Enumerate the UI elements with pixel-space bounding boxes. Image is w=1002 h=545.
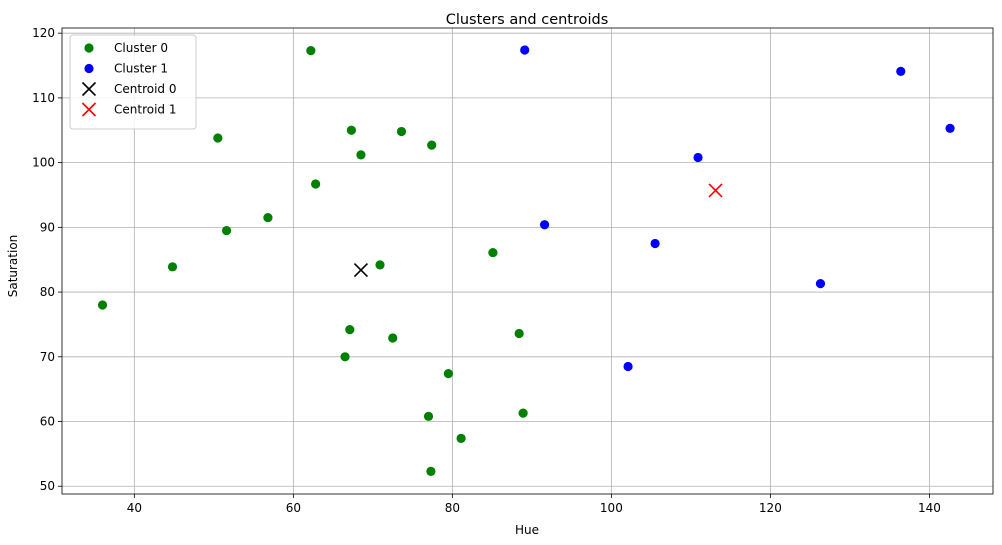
cluster-0-point (427, 140, 437, 150)
x-tick-label: 40 (127, 501, 142, 515)
y-tick-label: 50 (40, 479, 55, 493)
legend-marker-cluster-0 (84, 43, 94, 53)
y-tick-label: 60 (40, 415, 55, 429)
centroid-1-marker (708, 183, 723, 198)
y-tick-label: 70 (40, 350, 55, 364)
centroid-0-marker (353, 262, 369, 278)
cluster-0-point (375, 260, 385, 270)
cluster-0-point (423, 411, 434, 421)
grid (62, 28, 993, 494)
x-tick-label: 60 (286, 501, 301, 515)
cluster-0-point (388, 333, 398, 343)
axis-ticks: 40 60 80 100 120 140 50 60 70 80 90 100 110 120 (32, 26, 941, 515)
legend-label-centroid-1: Centroid 1 (114, 103, 176, 117)
cluster-0-point (518, 408, 528, 418)
legend-marker-cluster-1 (84, 63, 94, 74)
cluster-0-point (167, 262, 178, 272)
x-tick-label: 80 (445, 501, 460, 515)
cluster-0-point (514, 328, 524, 339)
x-tick-label: 140 (918, 501, 941, 515)
x-tick-label: 120 (759, 501, 782, 515)
legend: Cluster 0 Cluster 1 Centroid 0 Centroid 1 (69, 34, 197, 130)
cluster-0-point (426, 466, 436, 476)
cluster-0-point (396, 126, 407, 137)
legend-marker-centroid-1 (81, 102, 97, 117)
plot-area-frame (61, 27, 994, 495)
cluster-0-point (213, 133, 223, 143)
cluster-1-point (815, 279, 826, 289)
cluster-1-point (945, 123, 955, 133)
chart-title: Clusters and centroids (446, 12, 609, 28)
cluster-1-point (650, 238, 660, 249)
y-tick-label: 80 (40, 285, 55, 299)
x-tick-label: 100 (600, 501, 623, 515)
cluster-1-point (520, 45, 530, 55)
legend-box (69, 34, 197, 130)
cluster-0-point (311, 179, 321, 189)
x-axis-label: Hue (515, 523, 539, 537)
y-tick-label: 120 (32, 26, 55, 40)
cluster-0-point (456, 433, 466, 443)
cluster-0-point (345, 325, 355, 335)
legend-label-cluster-0: Cluster 0 (114, 41, 168, 55)
cluster-0-point (443, 369, 453, 379)
cluster-0-point (488, 247, 498, 258)
cluster-0-point (356, 150, 366, 160)
cluster-0-point (97, 300, 108, 310)
y-tick-label: 90 (40, 220, 55, 234)
cluster-0-point (340, 352, 350, 362)
y-axis-label: Saturation (6, 235, 20, 298)
data-points (97, 45, 955, 476)
y-tick-label: 100 (32, 156, 55, 170)
legend-marker-centroid-0 (81, 81, 97, 97)
legend-label-cluster-1: Cluster 1 (114, 62, 168, 76)
cluster-0-point (221, 225, 232, 236)
cluster-0-point (346, 125, 356, 135)
legend-label-centroid-0: Centroid 0 (114, 82, 176, 96)
cluster-1-point (539, 220, 550, 230)
cluster-1-point (623, 361, 633, 372)
cluster-1-point (693, 152, 703, 163)
cluster-1-point (896, 66, 906, 76)
cluster-0-point (263, 213, 273, 223)
cluster-0-point (306, 46, 316, 56)
y-tick-label: 110 (32, 91, 55, 105)
